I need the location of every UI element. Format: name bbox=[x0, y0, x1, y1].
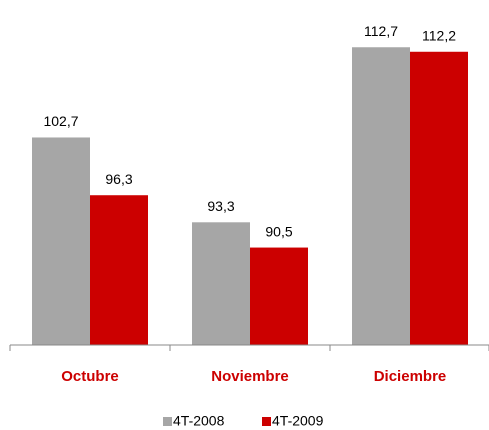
x-tick-label: Noviembre bbox=[211, 368, 289, 385]
value-label: 90,5 bbox=[265, 223, 292, 239]
bar bbox=[32, 137, 90, 345]
bar bbox=[192, 222, 250, 345]
x-tick-label: Octubre bbox=[61, 368, 119, 385]
legend-swatch bbox=[262, 417, 271, 426]
value-label: 112,7 bbox=[364, 23, 398, 39]
value-label: 112,2 bbox=[422, 27, 456, 43]
bar bbox=[352, 47, 410, 345]
bar bbox=[250, 247, 308, 345]
bar bbox=[90, 195, 148, 345]
value-label: 102,7 bbox=[43, 113, 78, 129]
legend-swatch bbox=[163, 417, 172, 426]
value-label: 93,3 bbox=[207, 198, 234, 214]
bar bbox=[410, 51, 468, 345]
x-tick-label: Diciembre bbox=[374, 368, 447, 385]
legend-label: 4T-2009 bbox=[272, 413, 324, 429]
legend-label: 4T-2008 bbox=[173, 413, 225, 429]
value-label: 96,3 bbox=[105, 171, 132, 187]
